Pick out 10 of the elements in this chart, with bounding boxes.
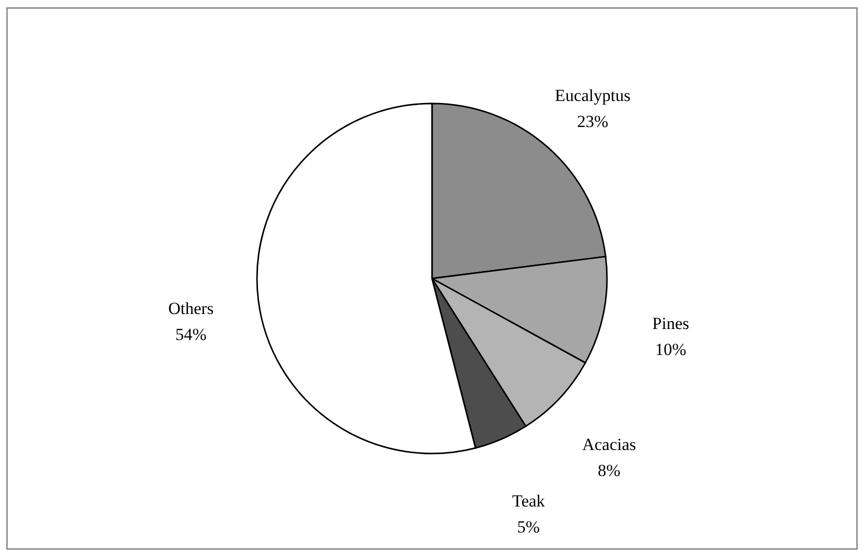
slice-label: Others: [168, 298, 214, 318]
data-label: 10%: [655, 340, 686, 360]
data-label: 54%: [175, 324, 206, 344]
data-label: 5%: [517, 518, 540, 537]
slice-label: Acacias: [582, 434, 636, 454]
data-label: 23%: [577, 112, 608, 132]
slice-label: Eucalyptus: [554, 86, 630, 106]
data-label: 8%: [598, 460, 620, 480]
slice-label: Teak: [512, 492, 546, 511]
slice-label: Pines: [652, 314, 690, 334]
